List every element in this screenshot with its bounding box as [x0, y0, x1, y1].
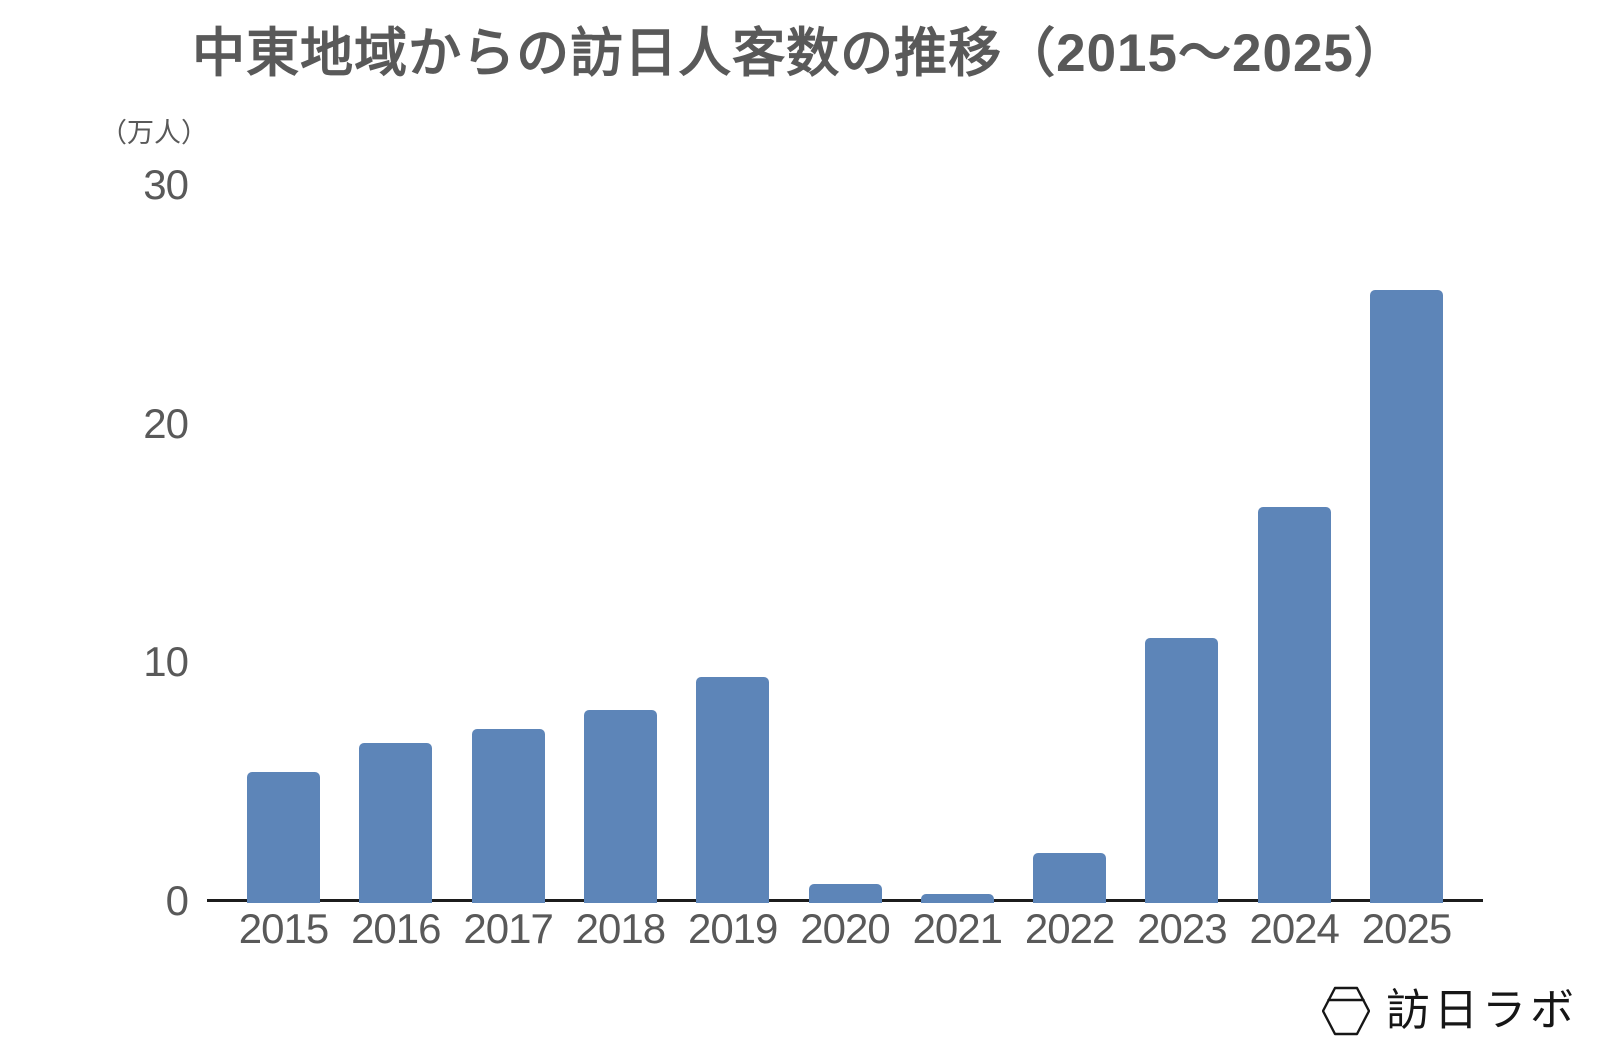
hexagon-package-icon	[1322, 986, 1370, 1036]
x-axis-tick-label-2024: 2024	[1249, 905, 1339, 952]
x-axis-tick-label-2023: 2023	[1137, 905, 1227, 952]
bar-2019	[696, 677, 770, 903]
x-axis-tick-label-2016: 2016	[351, 905, 441, 952]
bar-2016	[359, 743, 433, 903]
y-axis-unit-label: （万人）	[100, 118, 208, 148]
y-axis-tick-label-0: 0	[165, 877, 189, 924]
honichi-lab-logo: 訪日ラボ	[1322, 986, 1578, 1036]
chart-title: 中東地域からの訪日人客数の推移（2015～2025）	[192, 24, 1408, 83]
bar-2022	[1033, 853, 1107, 903]
x-axis-tick-label-2020: 2020	[800, 905, 890, 952]
bar-2021	[920, 894, 994, 903]
x-axis-tick-label-2021: 2021	[912, 905, 1003, 952]
y-axis-tick-label-10: 10	[143, 638, 189, 686]
x-axis-tick-label-2025: 2025	[1361, 905, 1452, 952]
x-axis-tick-label-2018: 2018	[575, 905, 666, 952]
y-axis-tick-label-30: 30	[143, 161, 189, 208]
bar-2023	[1145, 638, 1219, 903]
x-axis-tick-label-2015: 2015	[238, 905, 329, 952]
x-axis-tick-label-2019: 2019	[687, 905, 778, 952]
bar-2018	[583, 710, 657, 903]
y-axis-tick-label-20: 20	[143, 399, 189, 447]
bar-2020	[808, 884, 882, 903]
bar-2017	[471, 729, 545, 903]
x-axis-tick-label-2022: 2022	[1024, 905, 1115, 952]
x-axis-tick-label-2017: 2017	[463, 905, 553, 952]
logo-text: 訪日ラボ	[1386, 986, 1578, 1035]
bar-2015	[247, 772, 320, 903]
bar-2024	[1257, 507, 1331, 903]
bar-2025	[1370, 290, 1443, 903]
